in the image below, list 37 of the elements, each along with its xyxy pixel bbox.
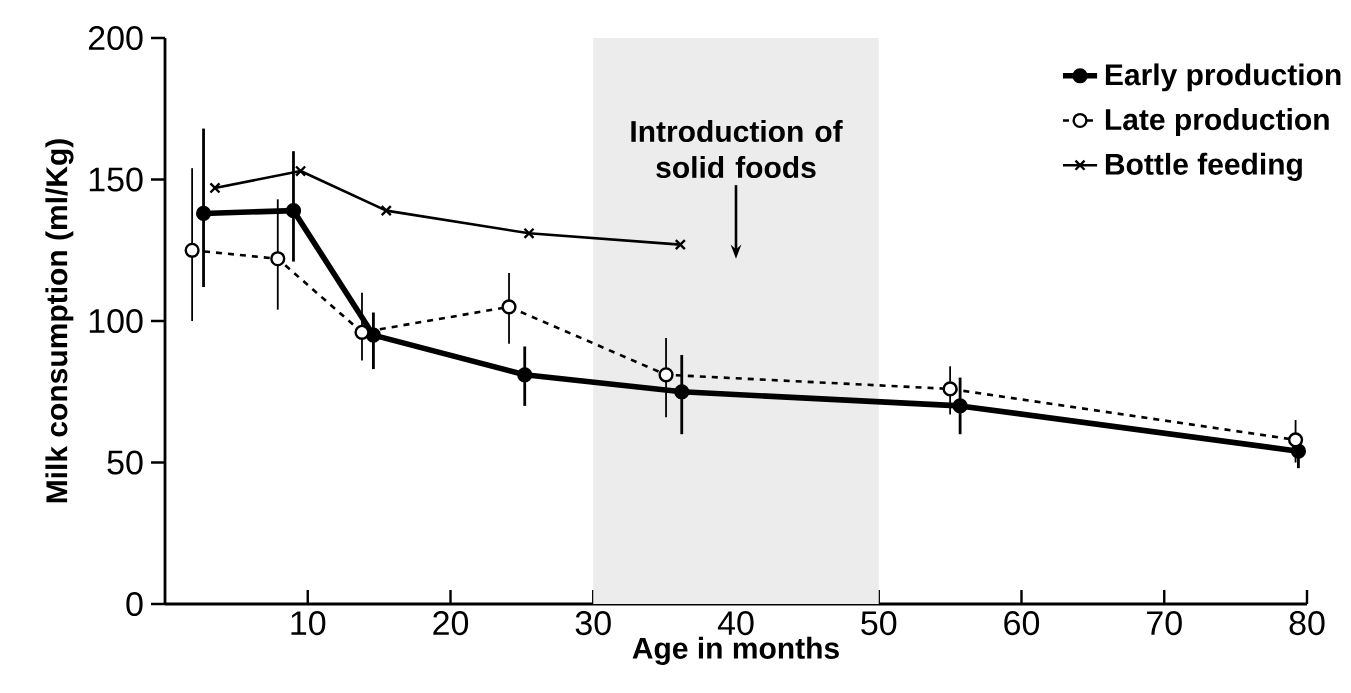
y-tick-label: 100 <box>89 308 143 334</box>
x-tick-label: 70 <box>1147 611 1182 636</box>
y-tick-label: 200 <box>88 25 143 51</box>
x-tick-label: 40 <box>717 611 754 636</box>
point <box>517 367 533 383</box>
y-tick-label: 150 <box>89 167 143 192</box>
x-axis-title: Age in months <box>632 636 839 665</box>
point <box>285 203 302 219</box>
point <box>195 205 212 222</box>
band-label: Introduction of solid foods <box>631 120 843 179</box>
x-tick-label: 80 <box>1289 611 1325 636</box>
legend-label: Late production <box>1105 108 1329 137</box>
legend-label: Bottle feeding <box>1105 152 1302 181</box>
point <box>380 204 392 217</box>
point <box>501 299 517 315</box>
point <box>354 324 370 340</box>
y-tick-label: 50 <box>107 450 143 475</box>
point <box>1287 432 1304 448</box>
y-axis-title: Milk consumption (ml/Kg) <box>45 139 74 503</box>
point <box>942 381 958 397</box>
point <box>1290 443 1307 459</box>
point <box>658 367 674 383</box>
x-tick-label: 60 <box>1004 611 1040 636</box>
point <box>184 242 200 258</box>
point <box>952 398 968 414</box>
x-tick-label: 30 <box>575 611 611 636</box>
legend-label: Early production <box>1105 63 1341 92</box>
point <box>674 384 690 400</box>
x-tick-label: 50 <box>861 611 897 636</box>
x-tick-label: 20 <box>433 611 469 636</box>
point <box>209 182 221 194</box>
point <box>674 238 687 251</box>
x-tick-label: 10 <box>291 611 326 636</box>
point <box>523 227 535 239</box>
point <box>294 165 307 177</box>
y-tick-label: 0 <box>126 591 143 617</box>
point <box>270 251 286 267</box>
